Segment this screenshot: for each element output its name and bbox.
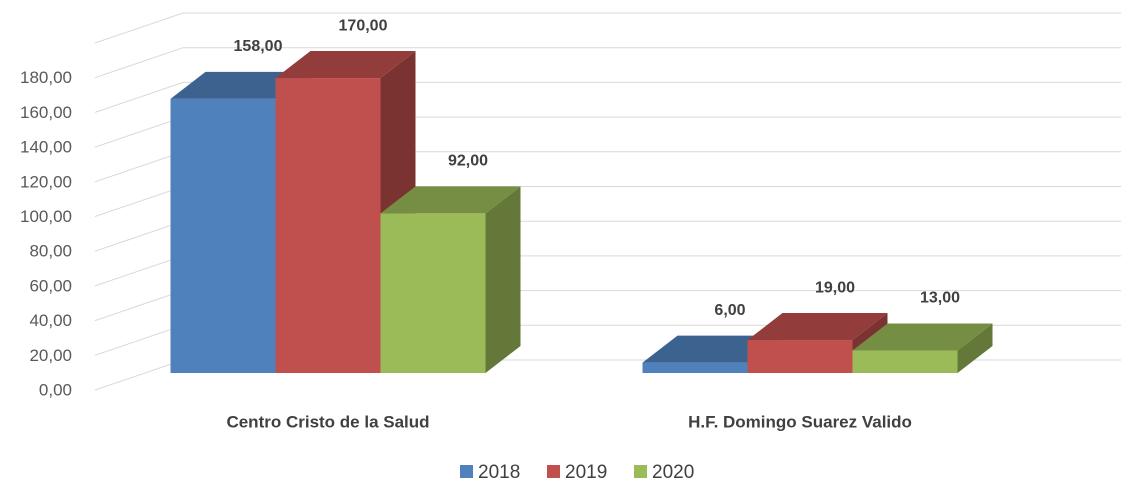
grid-line (94, 81, 1121, 113)
y-tick-label: 140,00 (20, 138, 72, 157)
bar (275, 78, 381, 374)
bar (747, 340, 853, 373)
legend-swatch (460, 465, 473, 478)
bar (380, 213, 486, 373)
grid-line (94, 47, 1121, 79)
y-tick-label: 160,00 (20, 103, 72, 122)
legend-label: 2020 (652, 462, 694, 483)
value-label: 92,00 (448, 153, 488, 170)
y-tick-label: 80,00 (29, 242, 72, 261)
y-tick-label: 100,00 (20, 207, 72, 226)
bar-top (747, 313, 888, 341)
y-tick-label: 40,00 (29, 311, 72, 330)
value-label: 6,00 (714, 302, 745, 319)
bar (852, 350, 958, 373)
legend-label: 2018 (478, 462, 520, 483)
y-tick-label: 20,00 (29, 346, 72, 365)
bar (170, 98, 276, 374)
value-label: 13,00 (920, 290, 960, 307)
bar-top (275, 51, 416, 79)
y-tick-label: 180,00 (20, 68, 72, 87)
value-label: 19,00 (815, 279, 855, 296)
bar (642, 362, 748, 373)
value-label: 158,00 (234, 38, 283, 55)
grid-line (94, 12, 1121, 44)
legend-swatch (547, 465, 560, 478)
bar-side (957, 323, 993, 373)
y-tick-label: 60,00 (29, 276, 72, 295)
y-tick-label: 120,00 (20, 172, 72, 191)
y-tick-label: 0,00 (39, 380, 72, 399)
value-label: 170,00 (339, 17, 388, 34)
x-tick-label: Centro Cristo de la Salud (226, 412, 429, 431)
bar-top (852, 323, 993, 351)
legend-label: 2019 (565, 462, 607, 483)
x-tick-label: H.F. Domingo Suarez Valido (688, 412, 912, 431)
bar-side (485, 186, 521, 373)
bar-top (380, 186, 521, 214)
legend-swatch (634, 465, 647, 478)
